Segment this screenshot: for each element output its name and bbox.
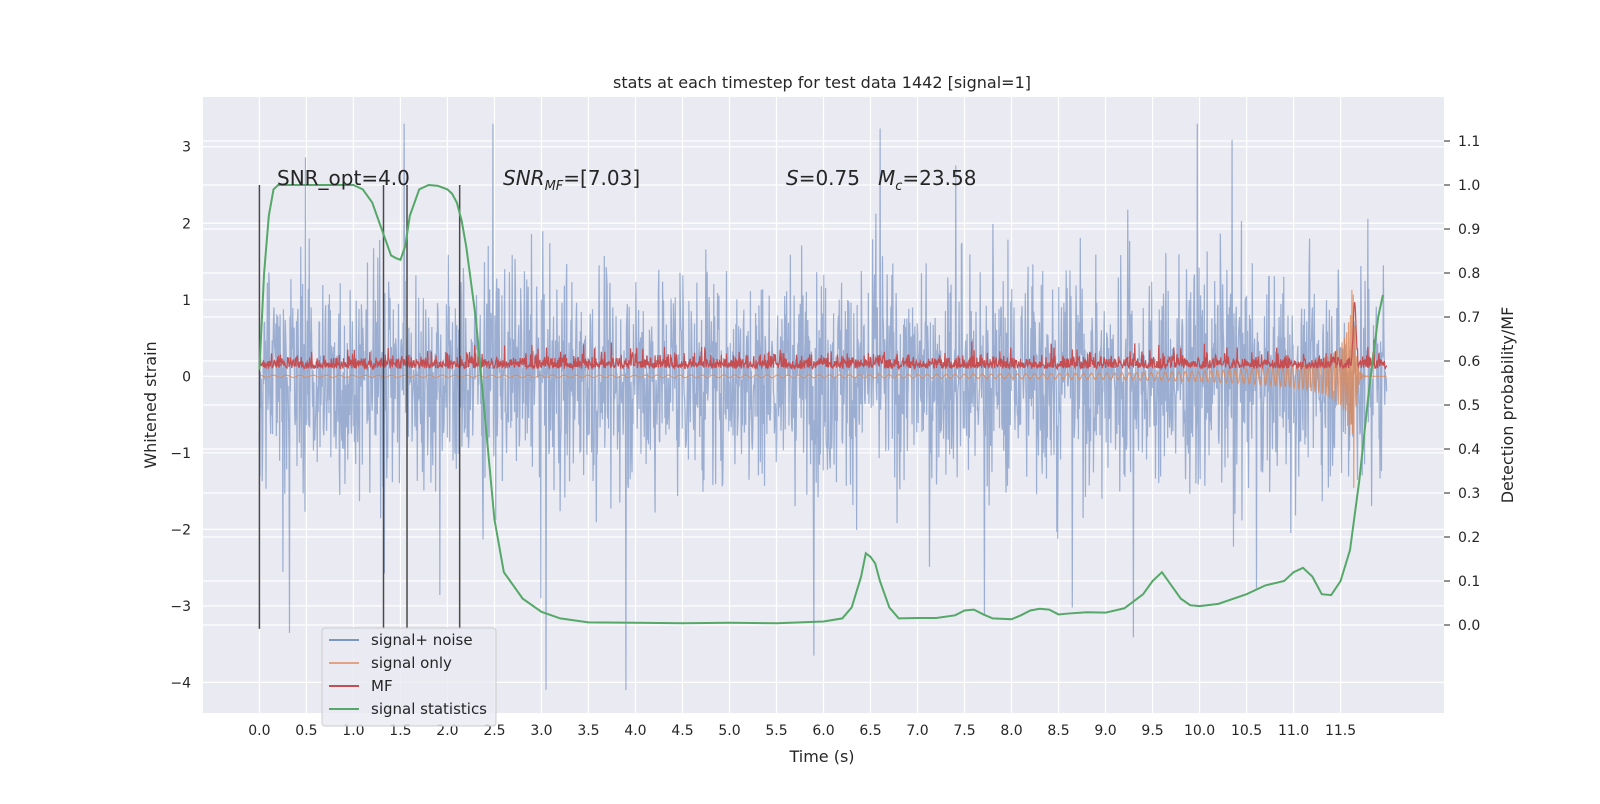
y-right-tick-label: 1.1	[1458, 134, 1480, 150]
y-right-tick-label: 0.6	[1458, 354, 1480, 370]
annotation-mc-sub: c	[895, 179, 902, 194]
annotation-snr-mf-value: =[7.03]	[563, 166, 640, 190]
signal-only-line	[259, 289, 1387, 488]
y-axis-label-right: Detection probability/MF	[1498, 307, 1517, 504]
annotation-s-mc: S=0.75 Mc=23.58	[786, 166, 976, 194]
x-tick-label: 11.5	[1325, 723, 1356, 739]
x-tick-label: 9.0	[1094, 723, 1116, 739]
x-tick-label: 7.5	[953, 723, 975, 739]
y-tick-label: 2	[182, 216, 191, 232]
y-tick-label: −2	[170, 522, 191, 538]
legend-label-signal-only: signal only	[371, 654, 452, 672]
signal-statistics-line	[258, 183, 1384, 625]
x-tick-label: 0.0	[248, 723, 270, 739]
legend-label-signal-plus-noise: signal+ noise	[371, 631, 473, 649]
y-right-tick-label: 0.8	[1458, 266, 1480, 282]
chart-title: stats at each timestep for test data 144…	[613, 73, 1031, 92]
y-right-tick-label: 0.1	[1458, 574, 1480, 590]
y-right-tick-label: 0.4	[1458, 442, 1480, 458]
y-tick-label: −3	[170, 599, 191, 615]
y-right-tick-label: 0.3	[1458, 486, 1480, 502]
legend-box	[321, 627, 497, 727]
annotation-snr-mf-sub: MF	[545, 179, 564, 194]
y-right-tick-label: 0.5	[1458, 398, 1480, 414]
y-tick-label: 3	[182, 140, 191, 156]
x-tick-label: 5.5	[765, 723, 787, 739]
y-right-tick-label: 0.0	[1458, 618, 1480, 634]
y-right-tick-label: 0.2	[1458, 530, 1480, 546]
y-right-tick-label: 1.0	[1458, 178, 1480, 194]
mf-line	[258, 302, 1388, 371]
tick-labels: 0.0 0.5 1.0 1.5 2.0 2.5 3.0 3.5 4.0 4.5 5.0 5.5 6.0 6…	[170, 134, 1480, 739]
y-axis-label: Whitened strain	[141, 341, 160, 468]
x-tick-label: 3.0	[530, 723, 552, 739]
x-tick-label: 9.5	[1141, 723, 1163, 739]
annotation-mc-value: =23.58	[902, 166, 976, 190]
x-tick-label: 0.5	[295, 723, 317, 739]
x-tick-label: 7.0	[906, 723, 928, 739]
y-tick-label: −4	[170, 675, 191, 691]
annotation-snr-opt: SNR_opt=4.0	[277, 166, 410, 190]
x-tick-label: 3.5	[577, 723, 599, 739]
annotation-snr-mf: SNRMF=[7.03]	[503, 166, 640, 194]
x-tick-label: 10.5	[1231, 723, 1262, 739]
x-tick-label: 11.0	[1278, 723, 1309, 739]
signal-plus-noise-line	[258, 123, 1388, 691]
x-axis-label: Time (s)	[788, 747, 854, 766]
x-tick-label: 6.5	[859, 723, 881, 739]
x-tick-label: 4.0	[624, 723, 646, 739]
vertical-markers	[258, 185, 461, 629]
y-right-tick-label: 0.9	[1458, 222, 1480, 238]
y-tick-label: 1	[182, 293, 191, 309]
annotation-snr-mf-main: SNR	[503, 166, 545, 190]
annotation-s-value: =0.75	[799, 166, 860, 190]
x-tick-label: 2.5	[483, 723, 505, 739]
x-tick-label: 8.0	[1000, 723, 1022, 739]
annotation-mc-main: M	[878, 166, 895, 190]
y-right-tick-label: 0.7	[1458, 310, 1480, 326]
x-tick-label: 10.0	[1184, 723, 1215, 739]
legend: signal+ noise signal only MF signal stat…	[321, 627, 497, 727]
x-tick-label: 5.0	[718, 723, 740, 739]
x-tick-label: 4.5	[671, 723, 693, 739]
x-tick-label: 2.0	[436, 723, 458, 739]
y-tick-label: 0	[182, 369, 191, 385]
x-tick-label: 8.5	[1047, 723, 1069, 739]
x-tick-label: 1.5	[389, 723, 411, 739]
y-tick-label: −1	[170, 446, 191, 462]
annotation-s-label: S	[786, 166, 799, 190]
x-tick-label: 1.0	[342, 723, 364, 739]
legend-label-mf: MF	[371, 677, 393, 695]
legend-label-signal-statistics: signal statistics	[371, 700, 487, 718]
x-tick-label: 6.0	[812, 723, 834, 739]
